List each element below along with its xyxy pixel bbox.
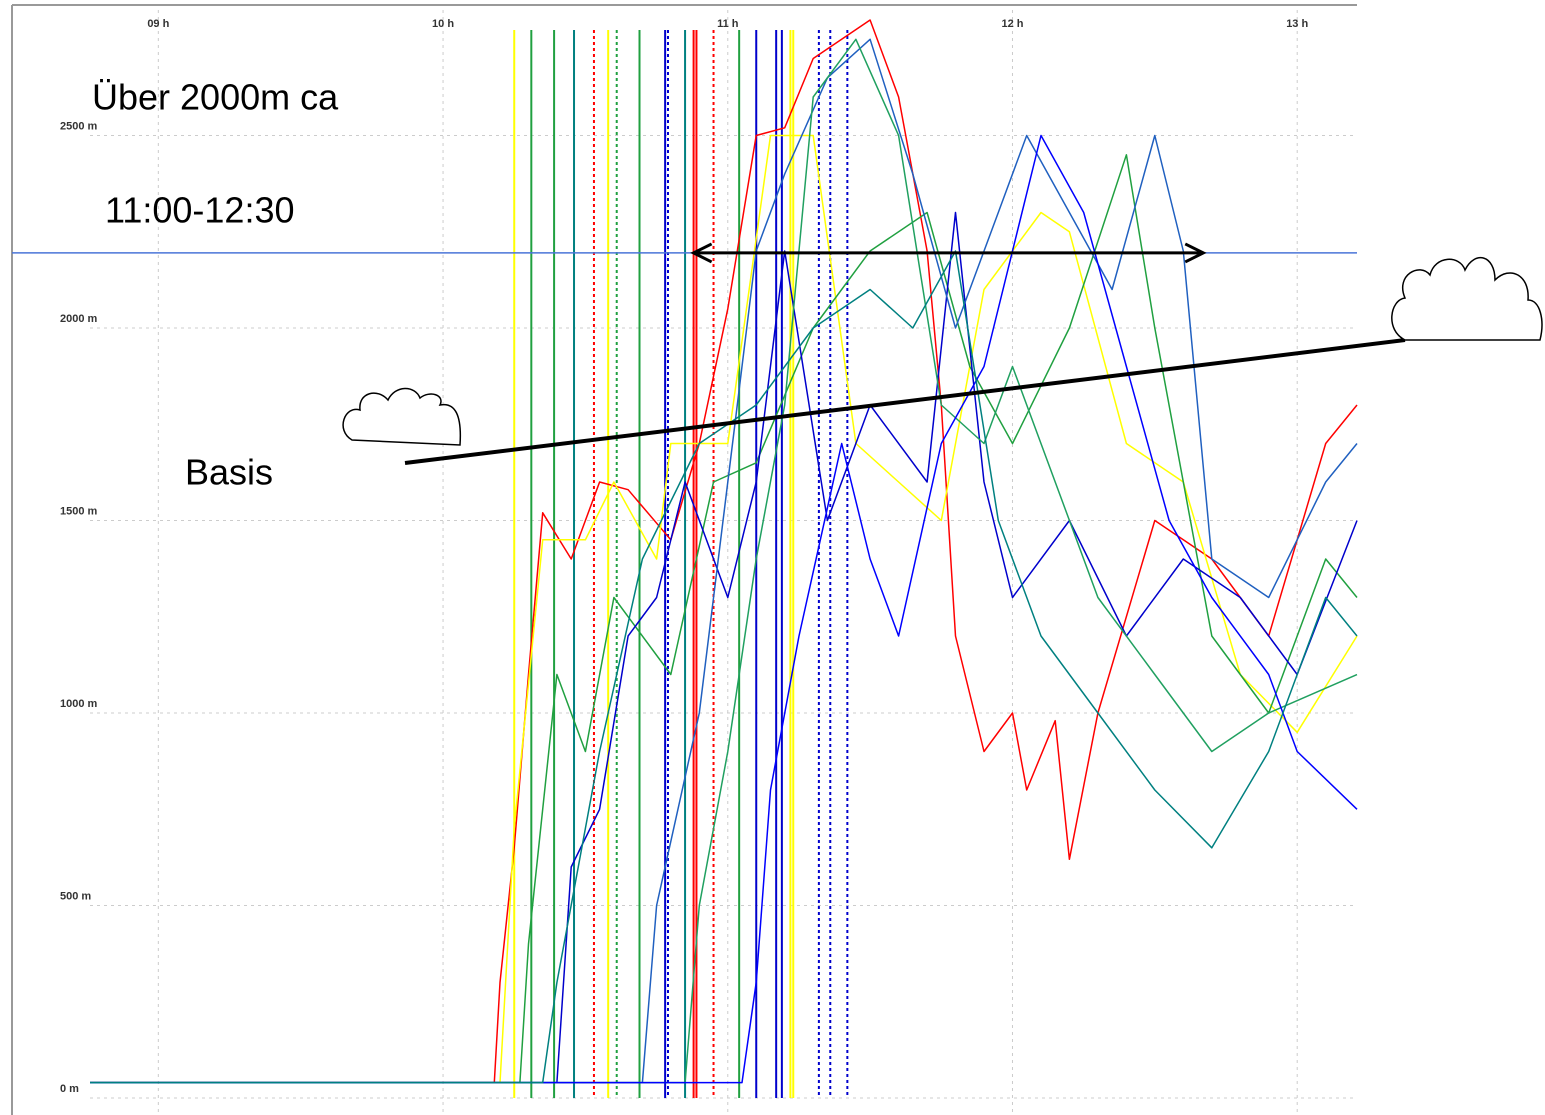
trace [90, 38, 1358, 1084]
x-tick-label: 10 h [432, 18, 454, 30]
trace [90, 154, 1358, 1084]
overlay [12, 242, 1357, 264]
annotation: 11:00-12:30 [105, 190, 295, 231]
release-markers [513, 30, 849, 1098]
trace [90, 134, 1358, 1084]
trace [90, 19, 1358, 1084]
cloud-icon [342, 387, 462, 446]
y-tick-label: 0 m [60, 1083, 79, 1095]
trace [90, 250, 1358, 1084]
arrow-head [690, 242, 713, 264]
cloud-icon [1391, 256, 1543, 341]
y-tick-label: 1500 m [60, 505, 98, 517]
grid: 09 h 10 h 11 h 12 h 13 h 0 m 500 m 1000 m 1500 m… [60, 10, 1357, 1115]
traces [90, 19, 1358, 1084]
trace [90, 211, 1358, 1084]
basis-line [404, 338, 1406, 465]
trace [90, 134, 1358, 1084]
y-tick-label: 500 m [60, 890, 91, 902]
x-tick-label: 12 h [1001, 18, 1023, 30]
y-tick-label: 2000 m [60, 313, 98, 325]
arrow-head [1184, 242, 1207, 264]
annotation: Über 2000m ca [92, 77, 339, 118]
y-tick-label: 2500 m [60, 120, 98, 132]
y-tick-label: 1000 m [60, 698, 98, 710]
x-tick-label: 11 h [717, 18, 739, 30]
x-tick-label: 09 h [147, 18, 169, 30]
annotation: Basis [185, 452, 273, 493]
trace [90, 38, 1358, 1084]
x-tick-label: 13 h [1286, 18, 1308, 30]
